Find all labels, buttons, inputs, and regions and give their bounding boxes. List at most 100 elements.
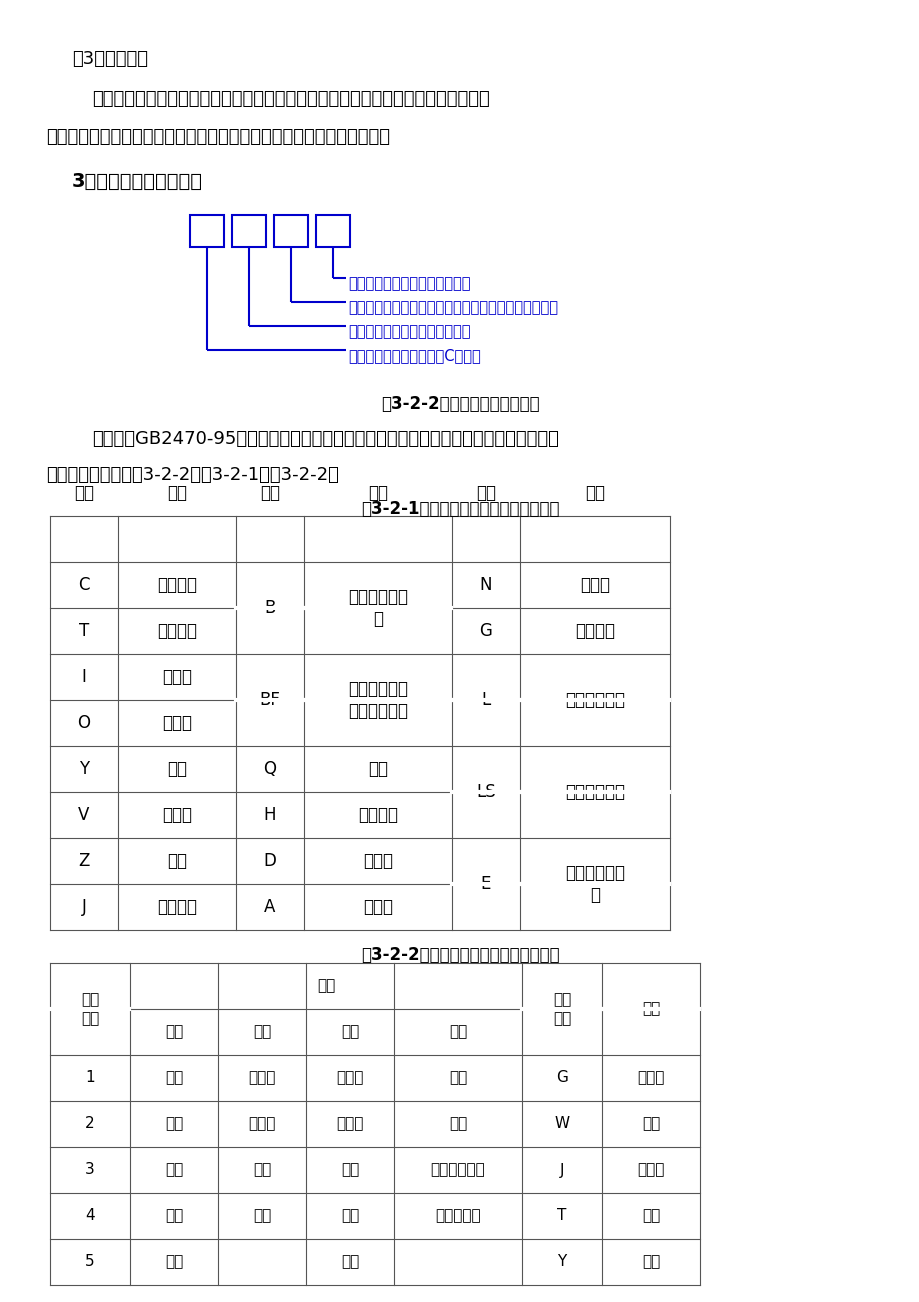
Text: 玻璃膜: 玻璃膜 [162, 713, 192, 732]
Text: 第一部分：主称（用字母C表示）: 第一部分：主称（用字母C表示） [347, 349, 481, 363]
Text: BF: BF [259, 691, 280, 710]
Text: 聚四氟乙烯非
极性有机薄膜: 聚四氟乙烯非 极性有机薄膜 [347, 680, 407, 720]
Text: B: B [264, 599, 276, 617]
Text: I: I [82, 668, 86, 686]
Text: D: D [263, 852, 276, 870]
Text: 高频陶瓷: 高频陶瓷 [157, 575, 197, 594]
Text: 含义: 含义 [368, 484, 388, 503]
Text: T: T [557, 1208, 566, 1224]
Text: 低频陶瓷: 低频陶瓷 [157, 622, 197, 641]
Text: 箔式: 箔式 [448, 1070, 467, 1086]
Text: 含义: 含义 [167, 484, 187, 503]
Text: N: N [479, 575, 492, 594]
Text: T: T [79, 622, 89, 641]
Text: L: L [481, 691, 490, 710]
Text: 电解: 电解 [448, 1025, 467, 1039]
Bar [315, 215, 349, 247]
Text: 非密封: 非密封 [248, 1117, 276, 1131]
Text: Y: Y [557, 1255, 566, 1269]
Text: 第二部分：材料（用字母表示）: 第二部分：材料（用字母表示） [347, 324, 470, 340]
Text: 值，是指电容器两电极之间的电阻，也即漏电阻。一般单位为兆欧姆级。: 值，是指电容器两电极之间的电阻，也即漏电阻。一般单位为兆欧姆级。 [46, 128, 390, 146]
Text: 穿心: 穿心 [165, 1255, 183, 1269]
Text: 3: 3 [85, 1163, 95, 1177]
Text: 微调: 微调 [641, 1117, 660, 1131]
Text: G: G [479, 622, 492, 641]
Text: 表3-2-1：电容器型号材料的代号及含义: 表3-2-1：电容器型号材料的代号及含义 [360, 500, 559, 518]
Text: V: V [78, 806, 89, 824]
Text: 3、电容器型号命名方法: 3、电容器型号命名方法 [72, 172, 203, 191]
Text: 管形: 管形 [165, 1117, 183, 1131]
Text: 表3-2-2：电容器型号分类的代号及含义: 表3-2-2：电容器型号分类的代号及含义 [360, 947, 559, 963]
Text: 铌电解: 铌电解 [579, 575, 609, 594]
Bar [274, 215, 308, 247]
Text: 4: 4 [85, 1208, 95, 1224]
Text: 独石: 独石 [165, 1208, 183, 1224]
Text: 第三部分：分类（一般用数字表示，个别用字母表示）: 第三部分：分类（一般用数字表示，个别用字母表示） [347, 301, 558, 315]
Text: 铝电解: 铝电解 [363, 852, 392, 870]
Text: 含义: 含义 [584, 484, 605, 503]
Text: 复合介质: 复合介质 [357, 806, 398, 824]
Text: 1: 1 [85, 1070, 95, 1086]
Text: 数字
代号: 数字 代号 [81, 992, 99, 1026]
Text: 铁片: 铁片 [641, 1208, 660, 1224]
Text: LS: LS [476, 783, 495, 801]
Text: 金属化: 金属化 [637, 1163, 664, 1177]
Text: 密封: 密封 [253, 1163, 271, 1177]
Text: 绝缘电阻是在数值上等于加在电容器两端的直流电压与通过电容器的直流漏电流的比: 绝缘电阻是在数值上等于加在电容器两端的直流电压与通过电容器的直流漏电流的比 [92, 90, 489, 108]
Text: 其他材料电解
质: 其他材料电解 质 [564, 865, 624, 904]
Text: O: O [77, 713, 90, 732]
Text: Y: Y [79, 760, 89, 779]
Text: 非极性有机薄
膜: 非极性有机薄 膜 [347, 589, 407, 628]
Bar [232, 215, 266, 247]
Text: E: E [481, 875, 491, 893]
Text: J: J [559, 1163, 563, 1177]
Text: 2: 2 [85, 1117, 95, 1131]
Text: Q: Q [263, 760, 277, 779]
Text: 字母
代号: 字母 代号 [552, 992, 571, 1026]
Text: （3）绝缘电阻: （3）绝缘电阻 [72, 49, 148, 68]
Text: 密封: 密封 [253, 1208, 271, 1224]
Text: 代号: 代号 [260, 484, 279, 503]
Text: W: W [554, 1117, 569, 1131]
Text: 叠片: 叠片 [165, 1163, 183, 1177]
Text: 烧结粉固体: 烧结粉固体 [435, 1208, 481, 1224]
Text: 合金电解: 合金电解 [574, 622, 614, 641]
Text: 金属化纸: 金属化纸 [157, 898, 197, 917]
Text: J: J [82, 898, 86, 917]
Text: 云母: 云母 [167, 760, 187, 779]
Text: 穿心: 穿心 [341, 1255, 358, 1269]
Text: 圆形: 圆形 [165, 1070, 183, 1086]
Text: 有机: 有机 [341, 1025, 358, 1039]
Text: G: G [555, 1070, 567, 1086]
Text: 根据国标GB2470-95的规定，电容器的型号由四部分组成，分别代表产品的主称、材料、: 根据国标GB2470-95的规定，电容器的型号由四部分组成，分别代表产品的主称、… [92, 430, 558, 448]
Text: A: A [264, 898, 276, 917]
Text: 云母: 云母 [253, 1025, 271, 1039]
Text: 密封: 密封 [341, 1163, 358, 1177]
Text: 非密封: 非密封 [336, 1117, 363, 1131]
Text: 高功率: 高功率 [637, 1070, 664, 1086]
Text: 瓷介: 瓷介 [165, 1025, 183, 1039]
Text: 含义: 含义 [316, 979, 335, 993]
Text: 分类和序号，参见图3-2-2、表3-2-1、表3-2-2。: 分类和序号，参见图3-2-2、表3-2-1、表3-2-2。 [46, 466, 338, 484]
Text: 图3-2-2：电容器型号命名方法: 图3-2-2：电容器型号命名方法 [380, 395, 539, 413]
Text: 代号: 代号 [74, 484, 94, 503]
Bar [190, 215, 223, 247]
Text: 玻璃釉: 玻璃釉 [162, 668, 192, 686]
Text: 箔式: 箔式 [448, 1117, 467, 1131]
Text: 密封: 密封 [341, 1208, 358, 1224]
Text: H: H [264, 806, 276, 824]
Text: 非密封: 非密封 [248, 1070, 276, 1086]
Text: 极性有机薄膜: 极性有机薄膜 [564, 691, 624, 710]
Text: 非密封: 非密封 [336, 1070, 363, 1086]
Text: 云母纸: 云母纸 [162, 806, 192, 824]
Text: C: C [78, 575, 90, 594]
Text: 漆膜: 漆膜 [368, 760, 388, 779]
Text: 钽电解: 钽电解 [363, 898, 392, 917]
Text: 5: 5 [85, 1255, 95, 1269]
Text: 聚碳酸酯薄膜: 聚碳酸酯薄膜 [564, 783, 624, 801]
Text: 代号: 代号 [475, 484, 495, 503]
Text: 高压: 高压 [641, 1255, 660, 1269]
Text: Z: Z [78, 852, 89, 870]
Text: 纸介: 纸介 [167, 852, 187, 870]
Text: 烧结粉非固体: 烧结粉非固体 [430, 1163, 485, 1177]
